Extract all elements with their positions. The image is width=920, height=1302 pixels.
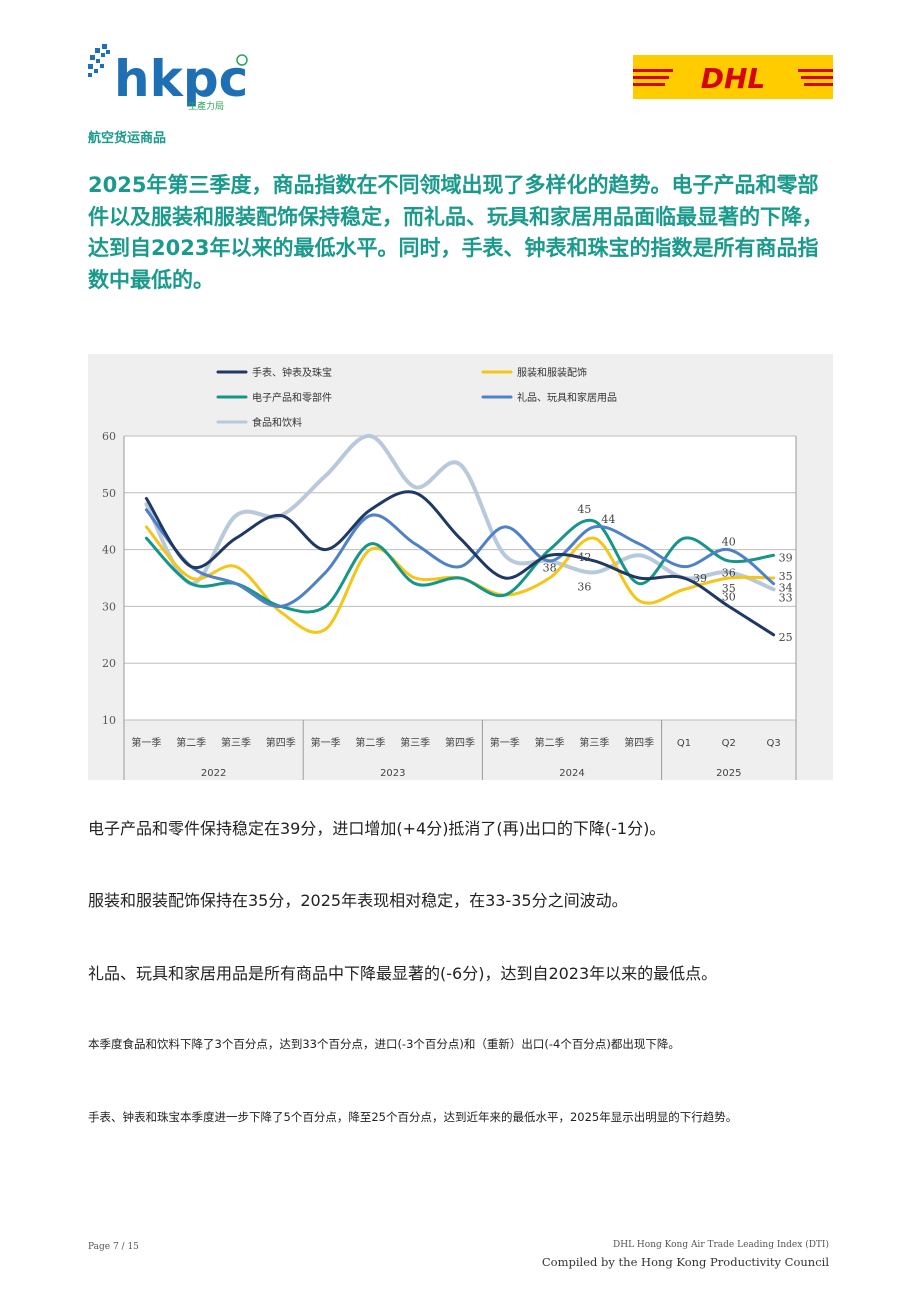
y-tick-label: 50 [102, 487, 116, 500]
x-tick-label: 第四季 [266, 736, 296, 749]
page-number: Page 7 / 15 [88, 1242, 139, 1252]
x-tick-label: 第二季 [176, 736, 206, 749]
x-tick-label: 第三季 [579, 736, 609, 749]
registered-mark-icon [236, 54, 248, 66]
y-tick-label: 30 [102, 600, 116, 613]
paragraph-apparel: 服装和服装配饰保持在35分，2025年表现相对稳定，在33-35分之间波动。 [88, 891, 628, 910]
paragraph-gifts: 礼品、玩具和家居用品是所有商品中下降最显著的(-6分)，达到自2023年以来的最… [88, 964, 718, 983]
data-label: 34 [779, 582, 793, 595]
hkpc-chinese-name: 生產力局 [188, 100, 224, 112]
legend-label: 礼品、玩具和家居用品 [517, 391, 617, 404]
data-label: 39 [693, 572, 707, 585]
line-chart: 10 20 30 40 50 60 第一季 第二季 第三季 第四季 第一季 第二季 第三季 第四季 第一季 第… [88, 354, 833, 780]
legend-label: 服装和服装配饰 [517, 366, 587, 379]
data-label: 44 [601, 513, 615, 526]
dhl-wordmark: DHL [701, 62, 766, 95]
paragraph-electronics: 电子产品和零件保持稳定在39分，进口增加(+4分)抵消了(再)出口的下降(-1分… [88, 819, 666, 838]
headline: 2025年第三季度，商品指数在不同领域出现了多样化的趋势。电子产品和零部件以及服… [88, 173, 823, 292]
data-label: 42 [577, 551, 591, 564]
x-tick-label: 第三季 [221, 736, 251, 749]
year-label: 2024 [559, 768, 584, 779]
dhl-logo: DHL [633, 55, 833, 99]
x-tick-label: Q3 [766, 738, 780, 749]
x-tick-label: 第一季 [131, 736, 161, 749]
data-label: 33 [779, 591, 793, 604]
year-label: 2022 [201, 768, 226, 779]
x-tick-label: 第一季 [490, 736, 520, 749]
data-label: 35 [722, 582, 736, 595]
x-tick-label: 第二季 [535, 736, 565, 749]
data-label: 30 [722, 590, 736, 603]
series-line-3 [144, 508, 776, 608]
data-label: 39 [779, 551, 793, 564]
chart-canvas: 10 20 30 40 50 60 第一季 第二季 第三季 第四季 第一季 第二季 第三季 第四季 第一季 第… [102, 366, 797, 780]
data-label: 25 [779, 631, 793, 644]
legend-label: 手表、钟表及珠宝 [252, 366, 332, 379]
x-tick-label: 第二季 [355, 736, 385, 749]
x-tick-label: 第四季 [445, 736, 475, 749]
paragraph-watches: 手表、钟表和珠宝本季度进一步下降了5个百分点，降至25个百分点，达到近年来的最低… [88, 1110, 738, 1124]
year-label: 2023 [380, 768, 405, 779]
y-tick-label: 20 [102, 657, 116, 670]
data-label: 45 [577, 503, 591, 516]
data-label: 36 [577, 580, 591, 593]
x-tick-label: Q1 [677, 738, 691, 749]
year-label: 2025 [716, 768, 741, 779]
data-label: 36 [722, 566, 736, 579]
hkpc-dot-mark [88, 44, 110, 77]
x-tick-label: 第一季 [311, 736, 341, 749]
x-tick-label: 第三季 [400, 736, 430, 749]
footer-report-title: DHL Hong Kong Air Trade Leading Index (D… [613, 1240, 829, 1250]
hkpc-wordmark: hkpc [114, 50, 248, 108]
hkpc-logo-graphic: hkpc 生產力局 [88, 44, 248, 112]
data-label: 38 [543, 561, 557, 574]
y-tick-label: 40 [102, 544, 116, 557]
section-label: 航空货运商品 [88, 131, 167, 146]
legend-label: 食品和饮料 [252, 416, 302, 429]
y-tick-label: 10 [102, 714, 116, 727]
legend-label: 电子产品和零部件 [252, 391, 332, 404]
series-line-0 [144, 490, 776, 637]
series-line-2 [144, 518, 776, 614]
footer-compiled-by: Compiled by the Hong Kong Productivity C… [541, 1255, 829, 1269]
dhl-logo-graphic: DHL [633, 55, 833, 99]
data-label: 35 [779, 570, 793, 583]
x-tick-label: Q2 [722, 738, 736, 749]
paragraph-food: 本季度食品和饮料下降了3个百分点，达到33个百分点，进口(-3个百分点)和（重新… [88, 1037, 680, 1051]
data-label: 40 [722, 536, 736, 549]
hkpc-logo: hkpc 生產力局 [84, 40, 254, 112]
y-tick-label: 60 [102, 430, 116, 443]
x-tick-label: 第四季 [624, 736, 654, 749]
